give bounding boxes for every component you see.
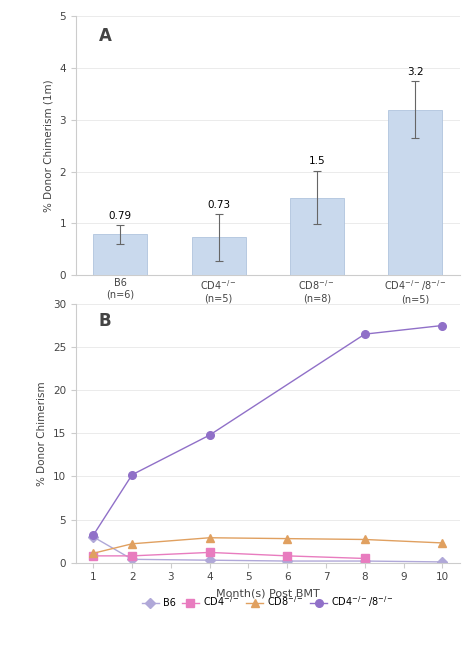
Bar (93, 234, 147, 275)
Text: 0.73: 0.73 (207, 200, 230, 210)
Bar (290, 198, 344, 275)
Bar (191, 237, 246, 275)
Y-axis label: % Donor Chimerism: % Donor Chimerism (37, 381, 47, 485)
Text: A: A (99, 27, 112, 45)
Y-axis label: % Donor Chimerism (1m): % Donor Chimerism (1m) (44, 79, 54, 212)
Text: 1.5: 1.5 (309, 157, 325, 166)
Text: 0.79: 0.79 (109, 211, 132, 221)
Legend: B6, CD4$^{-/-}$, CD8$^{-/-}$, CD4$^{-/-}$/8$^{-/-}$: B6, CD4$^{-/-}$, CD8$^{-/-}$, CD4$^{-/-}… (137, 591, 398, 613)
Text: B: B (99, 312, 111, 329)
X-axis label: Month(s) Post BMT: Month(s) Post BMT (216, 588, 319, 598)
Text: 3.2: 3.2 (407, 67, 424, 77)
X-axis label: Recipient Strain: Recipient Strain (224, 310, 312, 320)
Bar (388, 109, 442, 275)
